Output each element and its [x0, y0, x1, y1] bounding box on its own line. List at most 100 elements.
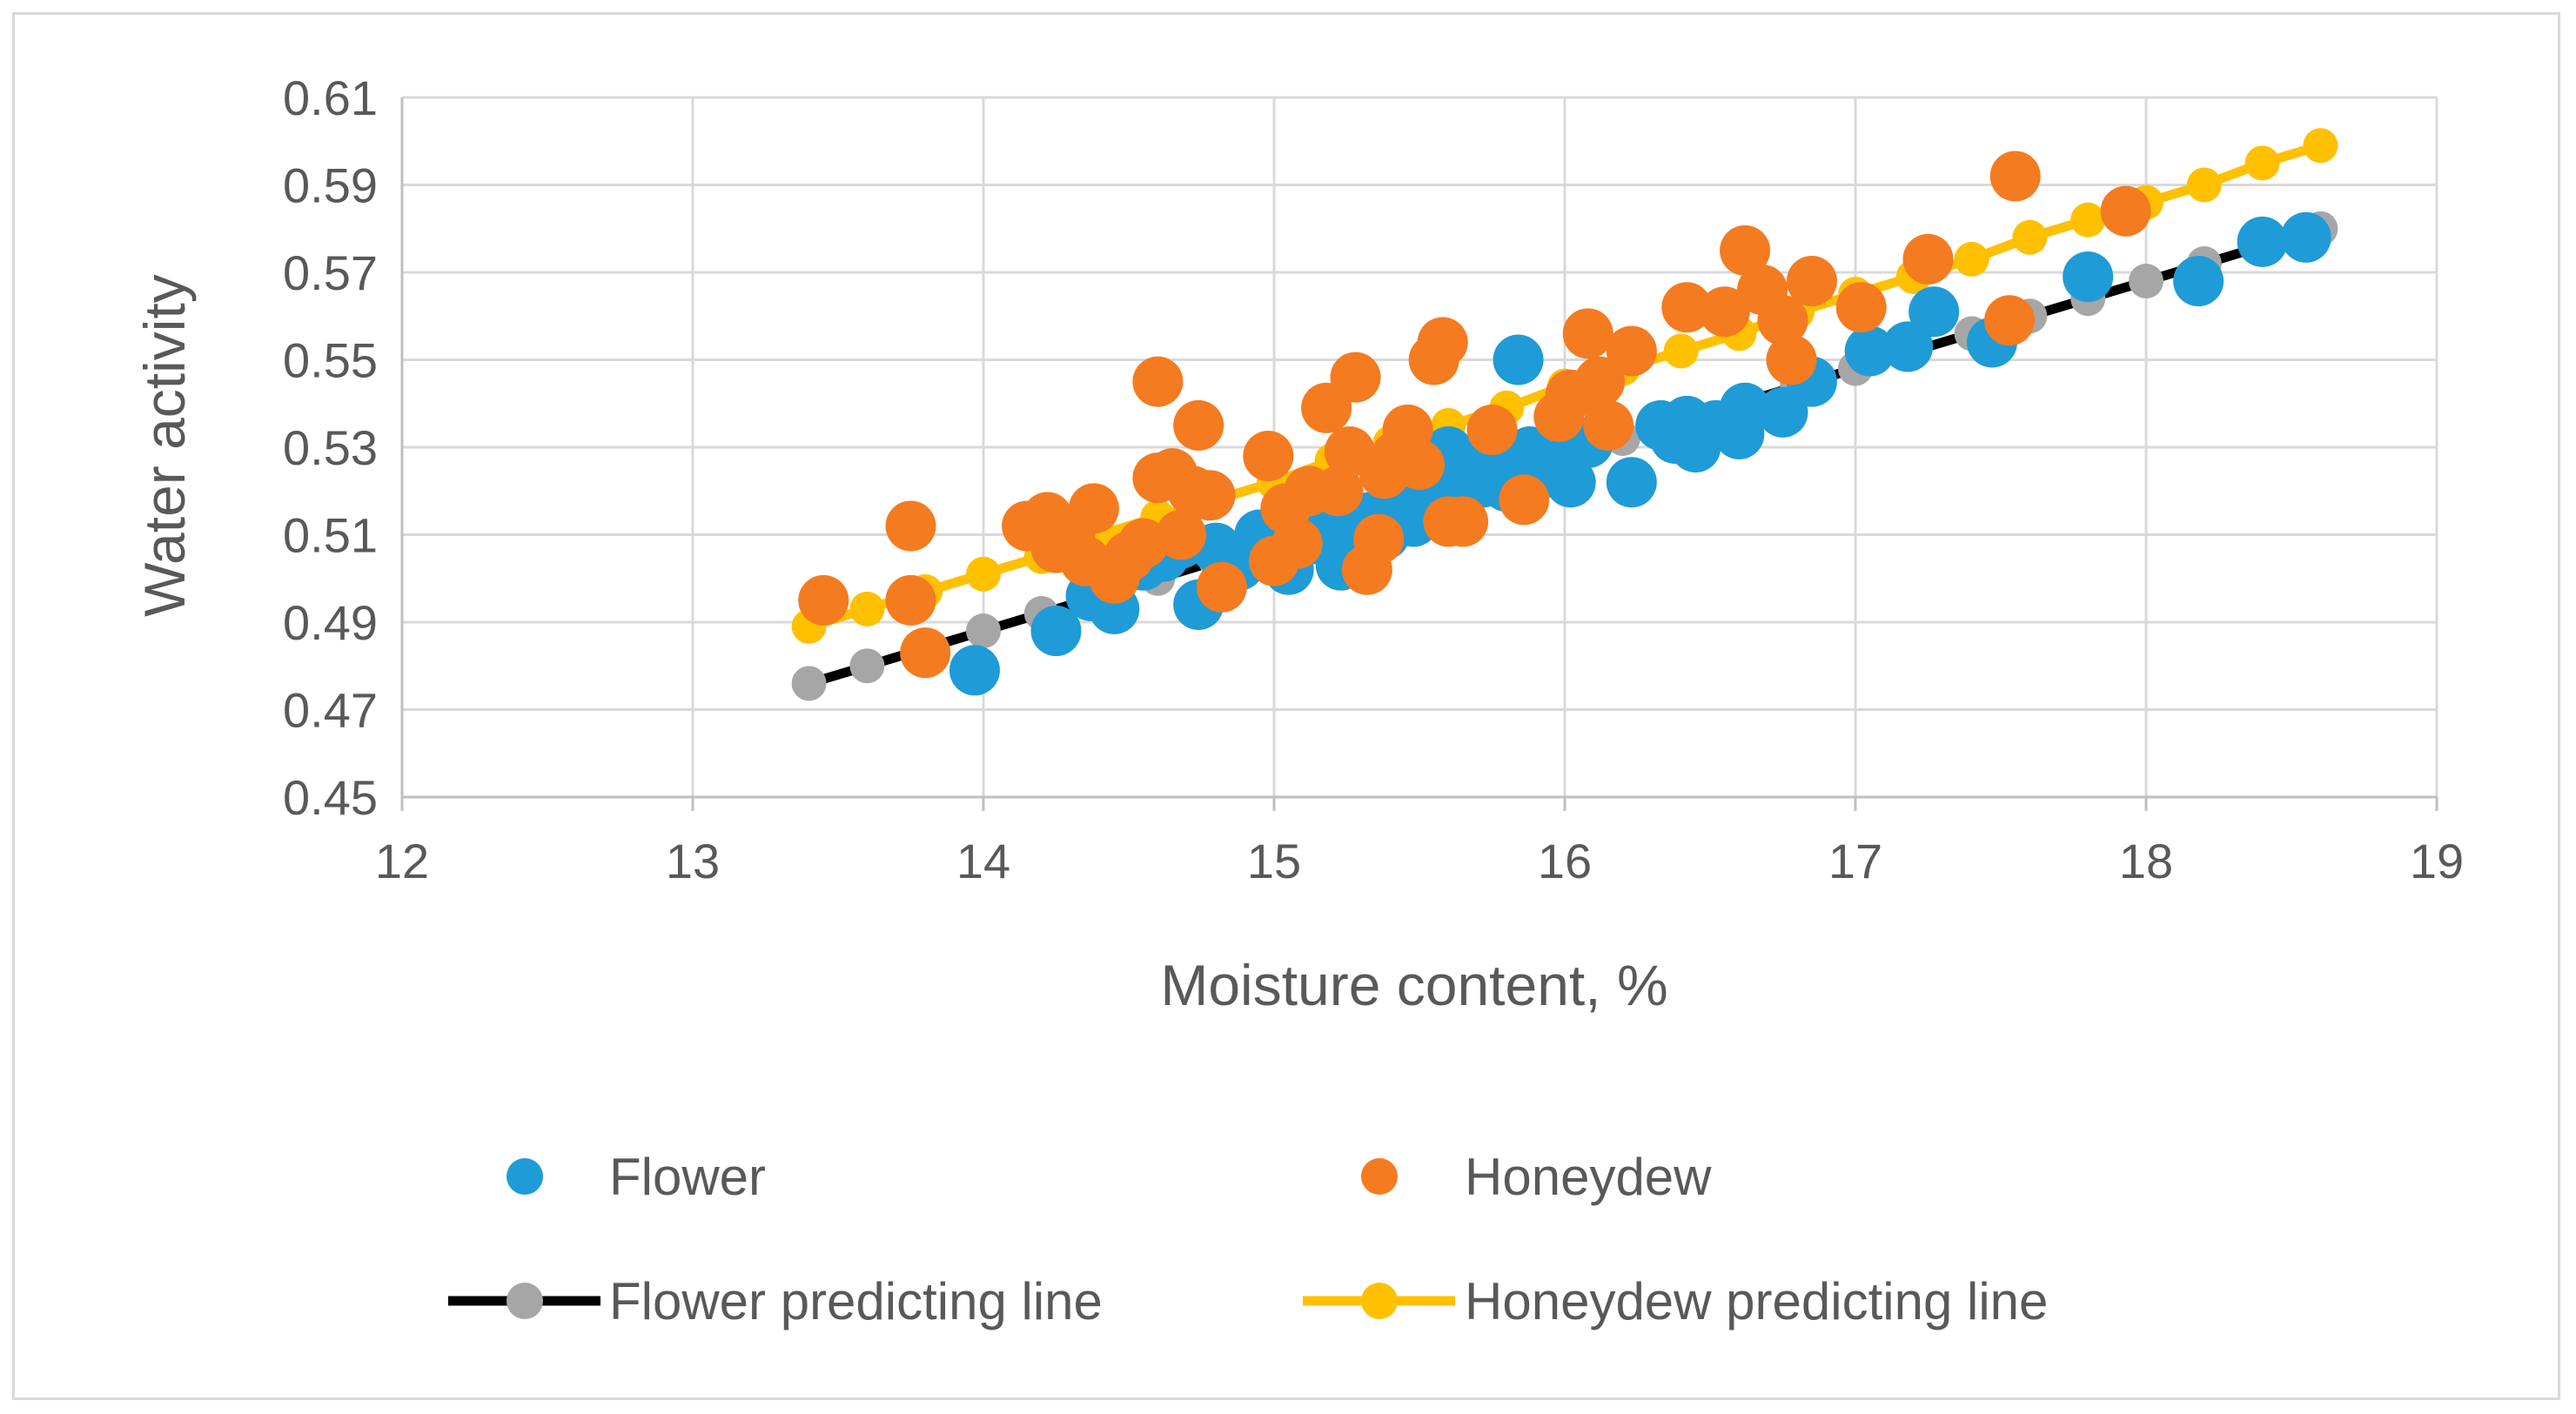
flower-point [1606, 457, 1657, 508]
flower-point [2063, 251, 2114, 303]
flower-predicting-marker [966, 613, 1001, 649]
y-tick-label: 0.47 [283, 683, 378, 738]
x-axis-title: Moisture content, % [1160, 953, 1667, 1017]
flower-point [1030, 606, 1082, 657]
honeydew-point [1574, 356, 1626, 407]
honeydew-point [1786, 256, 1837, 307]
legend-item-flower: Flower [506, 1148, 766, 1206]
y-tick-label: 0.53 [283, 420, 378, 475]
legend-label-honeydew: Honeydew [1465, 1148, 1712, 1206]
x-tick-label: 19 [2410, 834, 2464, 888]
honeydew-point [1699, 286, 1750, 338]
honeydew-point [1989, 151, 2041, 202]
honeydew-predicting-marker [2186, 167, 2222, 203]
y-tick-labels: 0.45 0.47 0.49 0.51 0.53 0.55 0.57 0.59 0.61 [283, 70, 378, 825]
honeydew-point [1196, 561, 1247, 613]
honeydew-point [1766, 334, 1817, 385]
honeydew-point [1902, 233, 1954, 285]
x-tick-label: 17 [1828, 834, 1882, 888]
legend-item-honeydew-predicting-line: Honeydew predicting line [1303, 1272, 2048, 1330]
honeydew-point [1117, 518, 1169, 569]
legend-marker-honeydew [1361, 1158, 1398, 1195]
flower-point [2237, 216, 2288, 267]
flower-predicting-marker [791, 666, 827, 701]
honeydew-point [885, 574, 936, 626]
y-tick-label: 0.55 [283, 333, 378, 388]
flower-point [2173, 256, 2224, 307]
honeydew-point [1757, 295, 1808, 346]
flower-point [1882, 321, 1934, 372]
axes [400, 97, 2438, 811]
legend: Flower Honeydew Flower predicting line H… [448, 1148, 2048, 1330]
honeydew-point [1583, 399, 1634, 451]
honeydew-predicting-marker [2012, 219, 2048, 255]
honeydew-point [1271, 518, 1323, 569]
flower-point [1720, 382, 1771, 433]
flower-point [1545, 457, 1596, 508]
y-tick-label: 0.49 [283, 595, 378, 650]
legend-item-flower-predicting-line: Flower predicting line [448, 1272, 1103, 1330]
flower-point [949, 645, 1000, 696]
y-axis-title: Water activity [132, 274, 197, 617]
honeydew-point [1330, 352, 1381, 403]
honeydew-point [1353, 513, 1405, 565]
honeydew-point [1068, 483, 1119, 534]
honeydew-predicting-marker [2303, 128, 2338, 164]
y-tick-label: 0.59 [283, 158, 378, 213]
y-tick-label: 0.45 [283, 770, 378, 825]
y-tick-label: 0.51 [283, 508, 378, 563]
plot-series [791, 128, 2338, 701]
honeydew-point [1438, 496, 1489, 547]
x-tick-label: 16 [1538, 834, 1592, 888]
flower-point [1909, 286, 1960, 338]
honeydew-point [1606, 325, 1657, 377]
honeydew-point [1562, 308, 1613, 359]
honeydew-point [1417, 317, 1468, 368]
x-tick-label: 12 [375, 834, 429, 888]
honeydew-point [1132, 356, 1184, 407]
honeydew-point [885, 500, 936, 552]
legend-marker-honeydew-predicting [1361, 1283, 1398, 1319]
honeydew-point [2100, 185, 2151, 237]
legend-marker-flower-predicting [506, 1283, 543, 1319]
honeydew-point [1984, 295, 2036, 346]
x-tick-label: 15 [1247, 834, 1301, 888]
legend-label-honeydew-predicting-line: Honeydew predicting line [1465, 1272, 2048, 1330]
flower-point [1844, 325, 1895, 377]
honeydew-point [1184, 470, 1236, 521]
flower-point [2280, 211, 2331, 263]
honeydew-point [1720, 224, 1771, 276]
honeydew-point [1499, 474, 1550, 526]
flower-point [1493, 334, 1544, 385]
legend-label-flower-predicting-line: Flower predicting line [609, 1272, 1103, 1330]
honeydew-predicting-marker [1663, 333, 1699, 369]
honeydew-point [900, 627, 951, 679]
honeydew-predicting-marker [849, 591, 885, 627]
legend-label-flower: Flower [609, 1148, 766, 1206]
honeydew-point [1835, 282, 1887, 333]
x-tick-label: 14 [956, 834, 1010, 888]
honeydew-point [1312, 466, 1364, 517]
honeydew-point [1243, 431, 1294, 482]
y-tick-label: 0.61 [283, 70, 378, 125]
y-tick-label: 0.57 [283, 245, 378, 300]
x-tick-label: 18 [2119, 834, 2173, 888]
honeydew-point [1466, 404, 1518, 455]
honeydew-point [1173, 399, 1224, 451]
flower-predicting-marker [849, 648, 885, 684]
honeydew-predicting-marker [2070, 202, 2106, 238]
honeydew-predicting-marker [966, 556, 1001, 592]
honeydew-point [1661, 282, 1713, 333]
flower-predicting-marker [2129, 264, 2163, 299]
honeydew-point [1394, 439, 1445, 491]
honeydew-point [798, 574, 849, 626]
x-tick-label: 13 [666, 834, 720, 888]
legend-item-honeydew: Honeydew [1361, 1148, 1712, 1206]
honeydew-predicting-marker [1954, 241, 1989, 277]
x-tick-labels: 12 13 14 15 16 17 18 19 [375, 834, 2464, 888]
legend-marker-flower [506, 1158, 543, 1195]
honeydew-predicting-marker [2244, 145, 2280, 181]
honeydew-point [1156, 509, 1207, 560]
chart-frame [12, 12, 2560, 1400]
